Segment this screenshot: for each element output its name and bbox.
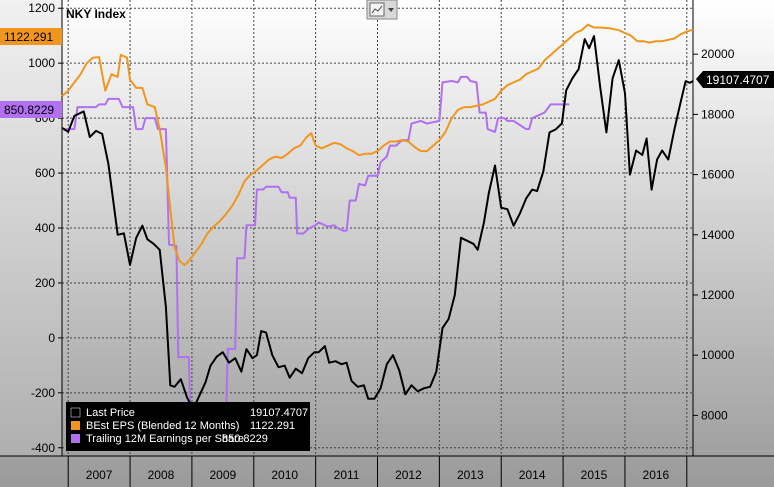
series-lines	[61, 23, 694, 425]
left-tick-label: 0	[48, 331, 55, 345]
x-tick-label: 2008	[148, 468, 175, 482]
right-tick-label: 10000	[701, 348, 735, 362]
x-tick-label: 2013	[457, 468, 484, 482]
x-tick-label: 2010	[271, 468, 298, 482]
legend-swatch-trailing-eps	[71, 434, 80, 443]
x-axis: 2007 2008 2009 2010 2011 2012 2013 2014 2015 2016	[0, 455, 774, 487]
left-tick-label: 200	[35, 276, 55, 290]
left-tick-label: -400	[31, 441, 55, 455]
series-line-trailing-12m-earnings-per-share	[62, 75, 570, 425]
chart-type-button[interactable]	[366, 0, 398, 20]
right-tick-label: 20000	[701, 47, 735, 61]
chevron-down-icon	[388, 8, 394, 12]
line-chart-icon	[369, 2, 385, 17]
legend: Last Price 19107.4707 BEst EPS (Blended …	[66, 402, 310, 451]
right-tick-label: 12000	[701, 288, 735, 302]
legend-label-best-eps: BEst EPS (Blended 12 Months)	[86, 420, 239, 432]
legend-value-best-eps: 1122.291	[250, 420, 295, 432]
last-price-tag-value: 19107.4707	[706, 73, 770, 87]
right-tick-label: 14000	[701, 228, 735, 242]
x-tick-label: 2012	[395, 468, 422, 482]
legend-box	[66, 402, 310, 451]
series-line-last-price	[61, 35, 694, 411]
left-tick-label: 1000	[28, 56, 55, 70]
right-axis: 20000 18000 16000 14000 12000 10000 8000	[692, 0, 735, 456]
series-line-best-eps-blended-12-months	[61, 23, 694, 267]
left-axis-panel	[0, 0, 62, 456]
legend-label-trailing-eps: Trailing 12M Earnings per Share	[86, 433, 244, 445]
trailing-eps-tag: 850.8229	[0, 101, 62, 118]
x-tick-label: 2016	[643, 468, 670, 482]
legend-value-last-price: 19107.4707	[250, 407, 308, 419]
left-tick-label: 600	[35, 166, 55, 180]
best-eps-tag: 1122.291	[0, 28, 62, 45]
legend-value-trailing-eps: 850.8229	[222, 433, 268, 445]
x-tick-label: 2011	[334, 468, 360, 482]
best-eps-tag-value: 1122.291	[4, 30, 53, 44]
x-tick-label: 2015	[581, 468, 608, 482]
legend-swatch-last-price	[70, 407, 81, 418]
right-tick-label: 8000	[701, 408, 728, 422]
x-tick-label: 2009	[209, 468, 236, 482]
x-tick-label: 2007	[86, 468, 113, 482]
trailing-eps-tag-value: 850.8229	[4, 103, 54, 117]
left-tick-label: 400	[35, 221, 55, 235]
legend-label-last-price: Last Price	[86, 407, 135, 419]
x-tick-label: 2014	[519, 468, 546, 482]
right-tick-label: 16000	[701, 168, 735, 182]
right-tick-label: 18000	[701, 107, 735, 121]
left-tick-label: 1200	[28, 1, 55, 15]
legend-swatch-best-eps	[71, 421, 80, 430]
last-price-tag: 19107.4707	[696, 71, 774, 88]
chart-title: NKY Index	[66, 7, 126, 21]
left-tick-label: -200	[31, 386, 55, 400]
grid	[62, 0, 693, 456]
